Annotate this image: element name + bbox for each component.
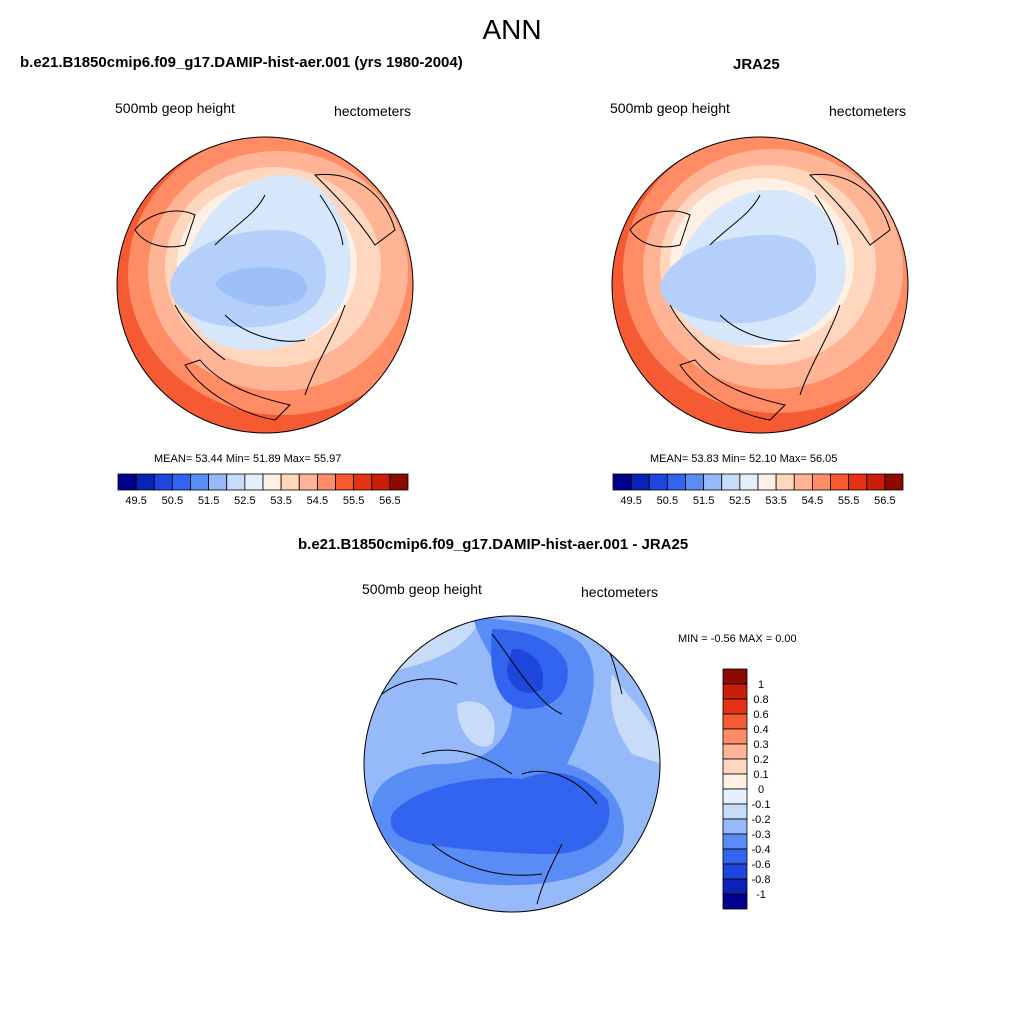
panel3-colorbar-swatch bbox=[722, 818, 748, 835]
panel3-colorbar-swatch bbox=[722, 863, 748, 880]
panel2-colorbar-tick-label: 56.5 bbox=[874, 495, 895, 507]
panel2-colorbar-swatch bbox=[648, 473, 668, 491]
panel2-colorbar-swatch bbox=[866, 473, 886, 491]
figure-title: ANN bbox=[482, 14, 542, 45]
panel3-colorbar-tick-label: 0 bbox=[758, 784, 764, 796]
panel1-colorbar-swatch bbox=[226, 473, 246, 491]
panel3-variable-label: 500mb geop height bbox=[362, 581, 482, 597]
panel2-colorbar-swatch bbox=[830, 473, 850, 491]
panel1-colorbar-swatch bbox=[208, 473, 228, 491]
panel1-colorbar-tick-label: 49.5 bbox=[125, 495, 146, 507]
panel3-units-label: hectometers bbox=[581, 584, 659, 600]
panel2-colorbar-swatch bbox=[666, 473, 686, 491]
panel1-variable-label: 500mb geop height bbox=[115, 100, 235, 116]
panel1-colorbar-swatch bbox=[135, 473, 155, 491]
panel2-colorbar-tick-label: 50.5 bbox=[657, 495, 678, 507]
panel2-colorbar-swatch bbox=[703, 473, 723, 491]
panel3-colorbar-tick-label: 0.4 bbox=[753, 724, 768, 736]
panel1-colorbar-swatch bbox=[389, 473, 409, 491]
panel1-colorbar-swatch bbox=[298, 473, 318, 491]
panel1-colorbar-tick-label: 54.5 bbox=[307, 495, 328, 507]
panel3-colorbar-tick-label: -0.3 bbox=[752, 829, 771, 841]
panel3-title: b.e21.B1850cmip6.f09_g17.DAMIP-hist-aer.… bbox=[298, 536, 689, 553]
panel1-colorbar: 49.5 50.5 51.5 52.5 53.5 54.5 55.5 56.5 bbox=[117, 473, 409, 507]
panel1-colorbar-tick-label: 56.5 bbox=[379, 495, 400, 507]
panel3-colorbar-swatch bbox=[722, 788, 748, 805]
panel2-colorbar-swatch bbox=[811, 473, 831, 491]
panel1-colorbar-swatch bbox=[371, 473, 391, 491]
panel3-colorbar-tick-label: 1 bbox=[758, 679, 764, 691]
panel1-colorbar-swatch bbox=[262, 473, 282, 491]
panel2-colorbar-swatch bbox=[884, 473, 904, 491]
panel3-colorbar: 1 0.8 0.6 0.4 0.3 0.2 0.1 0 -0.1 -0.2 -0.3 -0.4 -0.6… bbox=[722, 668, 771, 910]
panel3-colorbar-tick-label: -1 bbox=[756, 889, 766, 901]
panel3-colorbar-swatch bbox=[722, 713, 748, 730]
panel2-colorbar-swatch bbox=[739, 473, 759, 491]
panel2-units-label: hectometers bbox=[829, 103, 907, 119]
panel3-colorbar-tick-label: -0.8 bbox=[752, 874, 771, 886]
panel2-variable-label: 500mb geop height bbox=[610, 100, 730, 116]
panel2-colorbar-swatch bbox=[793, 473, 813, 491]
panel2-stats: MEAN= 53.83 Min= 52.10 Max= 56.05 bbox=[650, 453, 838, 465]
panel2-colorbar: 49.5 50.5 51.5 52.5 53.5 54.5 55.5 56.5 bbox=[612, 473, 904, 507]
panel3-colorbar-tick-label: -0.1 bbox=[752, 799, 771, 811]
panel3-colorbar-swatch bbox=[722, 698, 748, 715]
panel2-colorbar-swatch bbox=[848, 473, 868, 491]
panel1-colorbar-swatch bbox=[190, 473, 210, 491]
panel2-title: JRA25 bbox=[733, 56, 780, 73]
panel1-polar-map bbox=[116, 136, 414, 434]
panel3-colorbar-swatch bbox=[722, 728, 748, 745]
panel2-colorbar-tick-label: 53.5 bbox=[765, 495, 786, 507]
panel1-colorbar-tick-label: 55.5 bbox=[343, 495, 364, 507]
panel1-colorbar-tick-label: 53.5 bbox=[270, 495, 291, 507]
panel3-colorbar-tick-label: 0.8 bbox=[753, 694, 768, 706]
panel3-colorbar-tick-label: -0.4 bbox=[752, 844, 771, 856]
panel3-colorbar-tick-label: 0.2 bbox=[753, 754, 768, 766]
panel3-colorbar-swatch bbox=[722, 833, 748, 850]
panel1-colorbar-swatch bbox=[353, 473, 373, 491]
panel2-colorbar-swatch bbox=[612, 473, 632, 491]
panel2-colorbar-swatch bbox=[775, 473, 795, 491]
panel3-stats: MIN = -0.56 MAX = 0.00 bbox=[678, 633, 797, 645]
panel1-units-label: hectometers bbox=[334, 103, 412, 119]
panel1-colorbar-swatch bbox=[316, 473, 336, 491]
panel1-colorbar-tick-label: 51.5 bbox=[198, 495, 219, 507]
panel3-polar-map bbox=[363, 615, 661, 913]
panel1-title: b.e21.B1850cmip6.f09_g17.DAMIP-hist-aer.… bbox=[20, 54, 463, 71]
panel3-colorbar-swatch bbox=[722, 848, 748, 865]
panel1-colorbar-swatch bbox=[117, 473, 137, 491]
panel3-colorbar-swatch bbox=[722, 803, 748, 820]
panel3-colorbar-swatch bbox=[722, 893, 748, 910]
panel3-colorbar-swatch bbox=[722, 668, 748, 685]
panel1-colorbar-tick-label: 52.5 bbox=[234, 495, 255, 507]
panel2-colorbar-swatch bbox=[630, 473, 650, 491]
panel2-colorbar-tick-label: 55.5 bbox=[838, 495, 859, 507]
panel3-colorbar-tick-label: 0.3 bbox=[753, 739, 768, 751]
panel3-colorbar-tick-label: -0.2 bbox=[752, 814, 771, 826]
panel1-colorbar-swatch bbox=[153, 473, 173, 491]
panel1-colorbar-swatch bbox=[335, 473, 355, 491]
panel1-stats: MEAN= 53.44 Min= 51.89 Max= 55.97 bbox=[154, 453, 342, 465]
panel2-colorbar-tick-label: 49.5 bbox=[620, 495, 641, 507]
panel2-colorbar-tick-label: 54.5 bbox=[802, 495, 823, 507]
panel3-colorbar-swatch bbox=[722, 743, 748, 760]
panel1-colorbar-tick-label: 50.5 bbox=[162, 495, 183, 507]
panel3-colorbar-swatch bbox=[722, 878, 748, 895]
panel3-colorbar-swatch bbox=[722, 683, 748, 700]
panel1-colorbar-swatch bbox=[280, 473, 300, 491]
panel3-colorbar-tick-label: 0.6 bbox=[753, 709, 768, 721]
panel2-polar-map bbox=[611, 136, 909, 434]
panel2-colorbar-swatch bbox=[757, 473, 777, 491]
panel2-colorbar-swatch bbox=[685, 473, 705, 491]
panel1-colorbar-swatch bbox=[171, 473, 191, 491]
panel3-colorbar-swatch bbox=[722, 773, 748, 790]
panel2-colorbar-tick-label: 52.5 bbox=[729, 495, 750, 507]
panel3-colorbar-tick-label: -0.6 bbox=[752, 859, 771, 871]
panel3-colorbar-swatch bbox=[722, 758, 748, 775]
panel2-colorbar-tick-label: 51.5 bbox=[693, 495, 714, 507]
panel1-colorbar-swatch bbox=[244, 473, 264, 491]
panel3-colorbar-tick-label: 0.1 bbox=[753, 769, 768, 781]
panel2-colorbar-swatch bbox=[721, 473, 741, 491]
